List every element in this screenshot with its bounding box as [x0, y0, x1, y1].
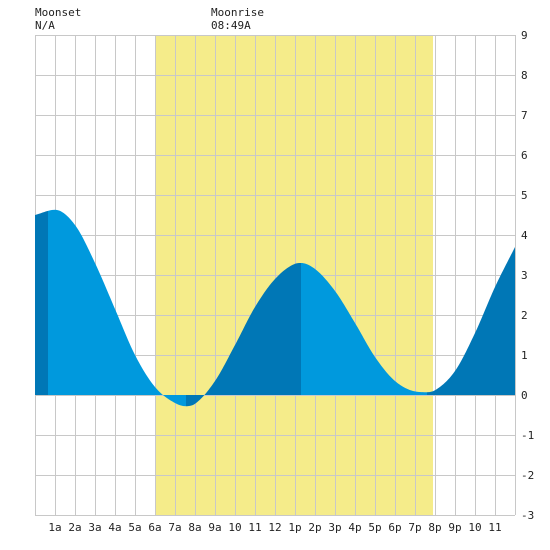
x-tick-label: 1p [288, 521, 301, 534]
grid-layer [35, 35, 516, 516]
rising-tide-area [35, 210, 48, 395]
falling-tide-area [301, 263, 427, 395]
moonset-value: N/A [35, 19, 55, 32]
y-tick-label-layer: -3 -2 -1 0 1 2 3 4 5 6 7 8 9 [521, 29, 534, 522]
y-tick-label: 4 [521, 229, 528, 242]
x-tick-label: 11 [488, 521, 501, 534]
x-tick-label: 11 [248, 521, 261, 534]
x-tick-label: 9p [448, 521, 461, 534]
x-tick-label: 8p [428, 521, 441, 534]
tide-area-layer [35, 209, 515, 407]
x-tick-label: 7p [408, 521, 421, 534]
x-tick-label: 12 [268, 521, 281, 534]
moonrise-label: Moonrise [211, 6, 264, 19]
x-tick-label: 6a [148, 521, 161, 534]
x-tick-label: 3p [328, 521, 341, 534]
y-tick-label: -3 [521, 509, 534, 522]
y-tick-label: 2 [521, 309, 528, 322]
y-tick-label: 1 [521, 349, 528, 362]
y-tick-label: 6 [521, 149, 528, 162]
header-layer: Moonset N/A Moonrise 08:49A [35, 6, 264, 32]
x-tick-label: 7a [168, 521, 181, 534]
falling-tide-area [48, 209, 186, 407]
x-tick-label: 5a [128, 521, 141, 534]
x-tick-label: 2a [68, 521, 81, 534]
x-tick-label: 3a [88, 521, 101, 534]
y-tick-label: 7 [521, 109, 528, 122]
x-tick-label-layer: 1a 2a 3a 4a 5a 6a 7a 8a 9a 10 11 12 1p 2p 3p 4p 5p 6p 7p 8p… [48, 521, 501, 534]
x-tick-label: 10 [468, 521, 481, 534]
x-tick-label: 6p [388, 521, 401, 534]
x-tick-label: 8a [188, 521, 201, 534]
y-tick-label: -2 [521, 469, 534, 482]
moonset-label: Moonset [35, 6, 81, 19]
y-tick-label: 3 [521, 269, 528, 282]
x-tick-label: 5p [368, 521, 381, 534]
y-tick-label: 5 [521, 189, 528, 202]
rising-tide-area [186, 263, 301, 407]
moonrise-value: 08:49A [211, 19, 251, 32]
rising-tide-area [427, 247, 515, 395]
y-tick-label: 8 [521, 69, 528, 82]
y-tick-label: -1 [521, 429, 534, 442]
x-tick-label: 10 [228, 521, 241, 534]
x-tick-label: 9a [208, 521, 221, 534]
x-tick-label: 4a [108, 521, 121, 534]
x-tick-label: 1a [48, 521, 61, 534]
y-tick-label: 0 [521, 389, 528, 402]
y-tick-label: 9 [521, 29, 528, 42]
x-tick-label: 2p [308, 521, 321, 534]
x-tick-label: 4p [348, 521, 361, 534]
